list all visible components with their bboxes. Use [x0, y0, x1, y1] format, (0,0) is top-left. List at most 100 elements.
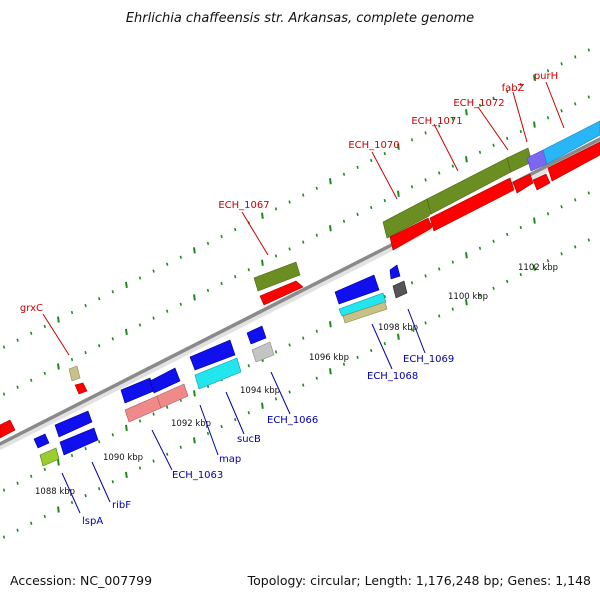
tick-mark	[302, 383, 305, 387]
gene-ech-1069[interactable]	[392, 280, 408, 299]
tick-mark	[329, 178, 332, 185]
label-ech-1066[interactable]: ECH_1066	[267, 415, 318, 426]
gene-blue-3[interactable]	[246, 325, 267, 345]
tick-mark	[492, 286, 495, 290]
tick-mark	[519, 272, 522, 277]
gene-red-5[interactable]	[547, 141, 600, 182]
tick-mark	[410, 185, 414, 189]
label-sucb[interactable]: sucB	[237, 434, 261, 445]
tick-mark	[125, 424, 128, 432]
tick-mark	[478, 103, 482, 107]
tick-mark	[288, 200, 291, 204]
gene-lspa[interactable]	[39, 447, 60, 467]
tick-mark	[370, 158, 373, 163]
label-purh[interactable]: purH	[534, 71, 558, 82]
tick-mark	[206, 288, 210, 293]
tick-mark	[329, 368, 332, 375]
tick-mark	[533, 74, 536, 81]
tick-mark	[220, 424, 223, 429]
kbp-1096: 1096 kbp	[309, 353, 349, 363]
label-map[interactable]: map	[219, 454, 241, 465]
gene-red-7[interactable]	[74, 382, 88, 395]
gene-map[interactable]	[189, 339, 236, 371]
tick-mark	[519, 129, 522, 134]
gene-ech-1066[interactable]	[251, 341, 275, 363]
gene-ech-1067[interactable]	[253, 261, 301, 292]
tick-mark	[587, 48, 590, 52]
gene-grxc[interactable]	[68, 365, 81, 382]
tick-mark	[98, 440, 101, 444]
kbp-1102: 1102 kbp	[518, 263, 558, 273]
gene-red-6[interactable]	[259, 280, 304, 306]
tick-mark	[560, 205, 563, 209]
gene-tan-1[interactable]	[342, 301, 388, 324]
label-ech-1071[interactable]: ECH_1071	[411, 116, 462, 127]
gene-blue-7[interactable]	[33, 433, 50, 449]
label-ech-1068[interactable]: ECH_1068	[367, 371, 418, 382]
label-ech-1063[interactable]: ECH_1063	[172, 470, 223, 481]
tick-mark	[274, 207, 278, 211]
gene-purh[interactable]	[542, 120, 600, 165]
tick-mark	[57, 459, 60, 466]
top-gene-labels: grxC ECH_1067 ECH_1070 ECH_1071 ECH_1072…	[20, 71, 558, 314]
label-ech-1070[interactable]: ECH_1070	[348, 140, 399, 151]
tick-mark	[574, 55, 577, 59]
tick-mark	[315, 376, 318, 380]
gene-features	[0, 120, 600, 467]
tick-mark	[533, 217, 536, 224]
tick-mark	[57, 506, 60, 513]
gene-salmon-2[interactable]	[156, 383, 189, 409]
label-lspa[interactable]: lspA	[82, 516, 103, 527]
gene-blue-2[interactable]	[389, 264, 401, 280]
tick-mark	[43, 371, 46, 376]
tick-mark	[43, 467, 46, 472]
label-ribf[interactable]: ribF	[112, 500, 131, 511]
tick-mark	[546, 69, 550, 73]
tick-mark	[302, 336, 305, 340]
tick-mark	[410, 328, 414, 332]
gene-sucb[interactable]	[194, 357, 242, 390]
gene-blue-6[interactable]	[54, 410, 93, 438]
tick-mark	[152, 316, 155, 320]
tick-mark	[125, 471, 128, 479]
tick-mark	[247, 364, 250, 368]
tick-mark	[247, 411, 250, 415]
tick-mark	[533, 121, 536, 128]
label-fabz[interactable]: fabZ	[502, 83, 525, 94]
tick-mark	[519, 225, 522, 230]
tick-mark	[478, 150, 482, 154]
gene-red-2[interactable]	[429, 177, 515, 232]
label-ech-1072[interactable]: ECH_1072	[453, 98, 504, 109]
gene-ribf[interactable]	[59, 427, 99, 456]
tick-mark	[138, 419, 142, 423]
tick-mark	[302, 240, 305, 244]
tick-mark	[424, 178, 427, 182]
tick-mark	[152, 459, 155, 463]
tick-mark	[397, 333, 400, 340]
tick-mark	[274, 350, 278, 354]
tick-mark	[138, 466, 142, 470]
tick-mark	[329, 321, 332, 328]
tick-mark	[451, 117, 454, 121]
tick-mark	[220, 234, 223, 239]
gene-ech-1068[interactable]	[338, 292, 387, 317]
gene-red-1[interactable]	[389, 217, 433, 251]
tick-mark	[451, 307, 454, 311]
gene-blue-5[interactable]	[149, 367, 181, 394]
kbp-1092: 1092 kbp	[171, 419, 211, 429]
label-ech-1069[interactable]: ECH_1069	[403, 354, 454, 365]
gene-red-3[interactable]	[512, 173, 534, 194]
tick-mark	[397, 143, 400, 150]
label-ech-1067[interactable]: ECH_1067	[218, 200, 269, 211]
tick-mark	[546, 259, 550, 263]
label-grxc[interactable]: grxC	[20, 303, 43, 314]
tick-mark	[43, 514, 46, 519]
gene-red-8[interactable]	[0, 419, 16, 439]
kbp-1100: 1100 kbp	[448, 292, 488, 302]
tick-mark	[288, 390, 291, 394]
gene-blue-1[interactable]	[334, 274, 380, 305]
tick-mark	[560, 62, 563, 66]
tick-mark	[288, 343, 291, 347]
gene-red-4[interactable]	[532, 173, 551, 191]
tick-mark	[234, 417, 237, 422]
